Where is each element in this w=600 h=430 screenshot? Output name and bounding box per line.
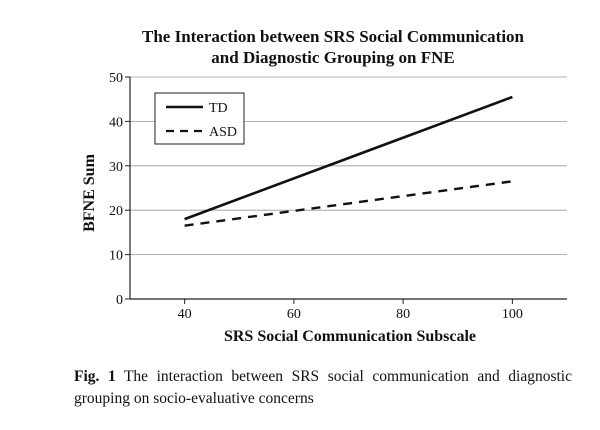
x-tick-label: 40 bbox=[178, 307, 192, 322]
y-tick-label: 20 bbox=[109, 204, 123, 219]
x-tick-label: 100 bbox=[502, 307, 523, 322]
y-tick-label: 50 bbox=[109, 71, 123, 86]
x-tick-label: 60 bbox=[287, 307, 301, 322]
caption-label: Fig. 1 bbox=[74, 368, 116, 385]
y-axis-label: BFNE Sum bbox=[81, 153, 98, 231]
y-tick-labels: 0 10 20 30 40 50 bbox=[109, 71, 130, 308]
x-axis-label: SRS Social Communication Subscale bbox=[224, 328, 476, 345]
series-line-td bbox=[184, 95, 513, 221]
legend-label-asd: ASD bbox=[209, 125, 237, 140]
y-tick-label: 0 bbox=[116, 293, 123, 308]
chart-title-line: The Interaction between SRS Social Commu… bbox=[142, 27, 525, 46]
series-lines bbox=[184, 95, 513, 227]
x-tick-label: 80 bbox=[396, 307, 410, 322]
figure-caption: Fig. 1 The interaction between SRS socia… bbox=[74, 366, 572, 410]
legend-label-td: TD bbox=[209, 101, 228, 116]
chart-title-line: and Diagnostic Grouping on FNE bbox=[211, 48, 454, 67]
y-tick-label: 40 bbox=[109, 115, 123, 130]
series-line-asd bbox=[184, 180, 513, 227]
legend: TD ASD bbox=[154, 92, 245, 145]
y-tick-label: 10 bbox=[109, 249, 123, 264]
axes bbox=[129, 77, 567, 300]
y-tick-label: 30 bbox=[109, 160, 123, 175]
caption-text: The interaction between SRS social commu… bbox=[74, 368, 572, 407]
chart-title: The Interaction between SRS Social Commu… bbox=[142, 27, 525, 67]
legend-box bbox=[154, 92, 245, 145]
x-tick-labels: 40 60 80 100 bbox=[178, 299, 523, 322]
line-chart: The Interaction between SRS Social Commu… bbox=[81, 27, 567, 345]
